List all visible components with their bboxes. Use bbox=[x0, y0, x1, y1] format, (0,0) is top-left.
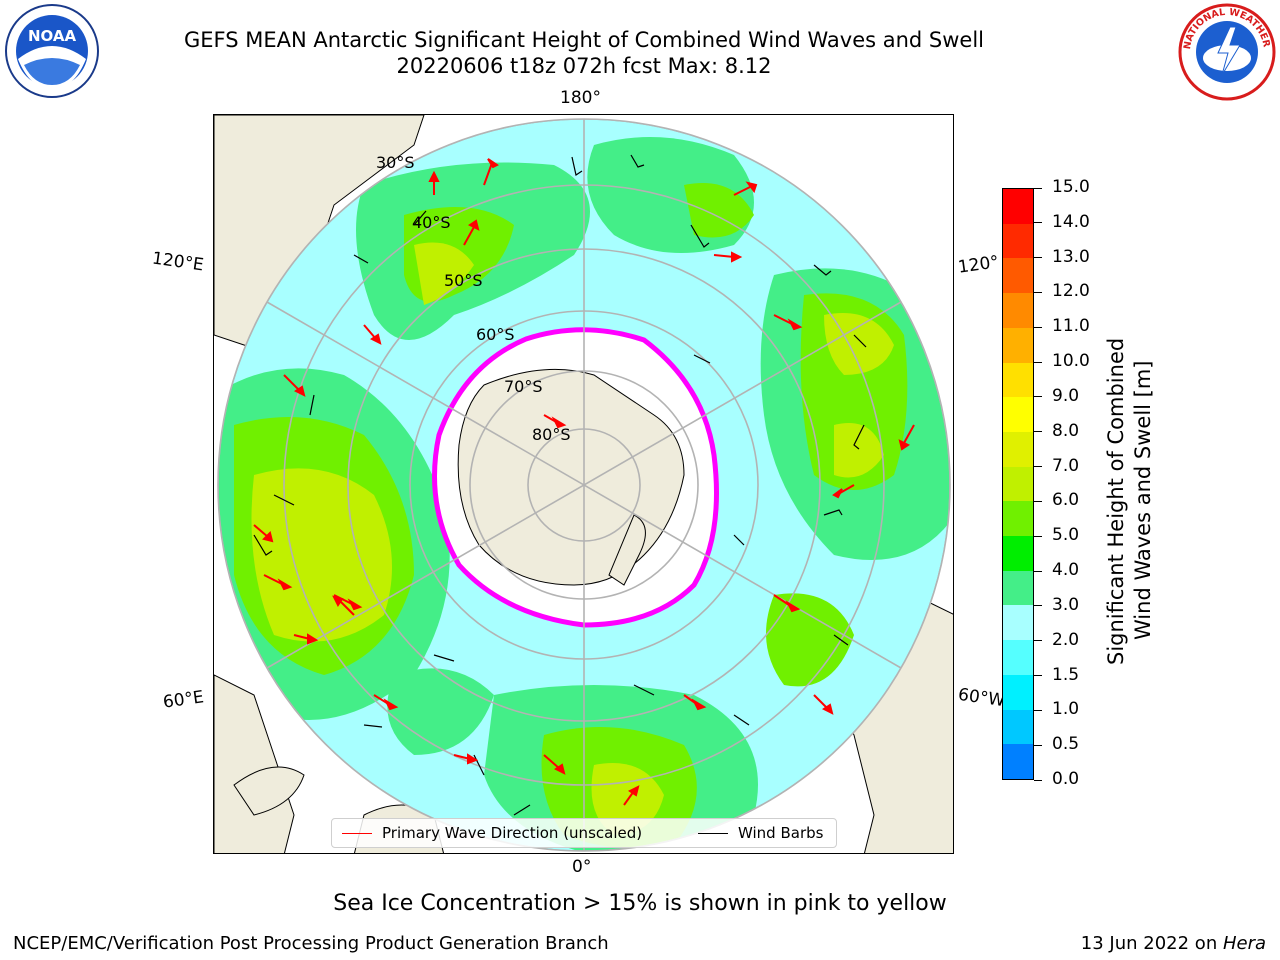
colorbar-label-line2: Wind Waves and Swell [m] bbox=[1131, 360, 1155, 640]
sea-ice-caption: Sea Ice Concentration > 15% is shown in … bbox=[333, 891, 947, 916]
colorbar-bin bbox=[1003, 362, 1033, 398]
colorbar-bin bbox=[1003, 293, 1033, 328]
wave-height-field bbox=[218, 137, 950, 851]
colorbar-tick-label: 9.0 bbox=[1052, 385, 1080, 406]
colorbar-tick-mark bbox=[1034, 744, 1042, 746]
lon-label-bottom: 0° bbox=[572, 857, 592, 877]
colorbar-bin bbox=[1003, 674, 1033, 710]
colorbar-bin bbox=[1003, 431, 1033, 467]
colorbar-tick-label: 3.0 bbox=[1052, 594, 1080, 615]
lon-label-left-lower: 60°E bbox=[161, 687, 206, 713]
graticule-outer bbox=[217, 118, 951, 852]
lat-label-50s: 50°S bbox=[444, 271, 483, 290]
noaa-logo-text: NOAA bbox=[28, 27, 77, 45]
colorbar-tick-label: 11.0 bbox=[1052, 316, 1090, 337]
lon-label-top: 180° bbox=[560, 88, 601, 108]
colorbar-tick-label: 2.0 bbox=[1052, 629, 1080, 650]
nws-logo: NATIONAL WEATHER SERVICE bbox=[1174, 0, 1276, 101]
colorbar-tick-mark bbox=[1034, 257, 1042, 259]
colorbar-tick-label: 13.0 bbox=[1052, 246, 1090, 267]
lon-label-right-upper: 120° bbox=[956, 252, 1001, 278]
colorbar-bin bbox=[1003, 640, 1033, 675]
colorbar-tick-mark bbox=[1034, 570, 1042, 572]
colorbar-tick-label: 8.0 bbox=[1052, 420, 1080, 441]
antarctica bbox=[432, 327, 719, 628]
colorbar-tick-label: 7.0 bbox=[1052, 455, 1080, 476]
map-title: GEFS MEAN Antarctic Significant Height o… bbox=[183, 28, 985, 52]
colorbar-bin bbox=[1003, 536, 1033, 571]
colorbar-tick-mark bbox=[1034, 222, 1042, 224]
footer-date: 13 Jun 2022 on bbox=[1080, 933, 1223, 954]
colorbar-tick-mark bbox=[1034, 466, 1042, 468]
colorbar-tick-mark bbox=[1034, 779, 1042, 781]
colorbar-bin bbox=[1003, 570, 1033, 606]
wind-barbs bbox=[253, 154, 867, 816]
footer-left: NCEP/EMC/Verification Post Processing Pr… bbox=[13, 933, 609, 954]
map-subtitle: 20220606 t18z 072h fcst Max: 8.12 bbox=[396, 54, 772, 78]
colorbar-bin bbox=[1003, 258, 1033, 294]
map-canvas bbox=[214, 115, 953, 853]
map-panel: 30°S 40°S 50°S 60°S 70°S 80°S bbox=[213, 114, 954, 854]
colorbar-bin bbox=[1003, 397, 1033, 432]
colorbar-tick-mark bbox=[1034, 326, 1042, 328]
colorbar-tick-label: 10.0 bbox=[1052, 351, 1090, 372]
colorbar-tick-mark bbox=[1034, 535, 1042, 537]
colorbar-tick-mark bbox=[1034, 605, 1042, 607]
map-legend: Primary Wave Direction (unscaled) Wind B… bbox=[331, 818, 837, 848]
colorbar-tick-mark bbox=[1034, 640, 1042, 642]
wind-barb-legend-label: Wind Barbs bbox=[738, 824, 824, 842]
colorbar-bin bbox=[1003, 189, 1033, 224]
lon-label-left-upper: 120°E bbox=[150, 248, 205, 276]
colorbar-tick-mark bbox=[1034, 291, 1042, 293]
colorbar bbox=[1002, 188, 1034, 780]
colorbar-tick-label: 1.5 bbox=[1052, 664, 1080, 685]
colorbar-tick-label: 1.0 bbox=[1052, 699, 1080, 720]
colorbar-tick-label: 12.0 bbox=[1052, 281, 1090, 302]
colorbar-tick-mark bbox=[1034, 361, 1042, 363]
colorbar-bin bbox=[1003, 605, 1033, 641]
colorbar-tick-label: 15.0 bbox=[1052, 177, 1090, 197]
colorbar-tick-mark bbox=[1034, 675, 1042, 677]
colorbar-tick-mark bbox=[1034, 709, 1042, 711]
colorbar-bin bbox=[1003, 744, 1033, 779]
footer-machine: Hera bbox=[1222, 933, 1266, 954]
colorbar-tick-label: 14.0 bbox=[1052, 211, 1090, 232]
colorbar-bin bbox=[1003, 501, 1033, 537]
colorbar-tick-label: 6.0 bbox=[1052, 490, 1080, 511]
wave-direction-legend-swatch bbox=[342, 833, 372, 834]
colorbar-label-line1: Significant Height of Combined bbox=[1104, 337, 1128, 665]
colorbar-tick-mark bbox=[1034, 396, 1042, 398]
lat-label-80s: 80°S bbox=[532, 425, 571, 444]
lat-label-40s: 40°S bbox=[412, 213, 451, 232]
colorbar-bin bbox=[1003, 709, 1033, 745]
wave-direction-legend-label: Primary Wave Direction (unscaled) bbox=[382, 824, 643, 842]
colorbar-tick-label: 4.0 bbox=[1052, 560, 1080, 581]
footer-right: 13 Jun 2022 on Hera bbox=[1081, 933, 1266, 954]
colorbar-tick-mark bbox=[1034, 187, 1042, 189]
colorbar-bin bbox=[1003, 223, 1033, 259]
wind-barb-legend-swatch bbox=[698, 833, 728, 834]
lon-label-right-lower: 60°W bbox=[956, 684, 1007, 712]
colorbar-tick-label: 5.0 bbox=[1052, 525, 1080, 546]
colorbar-tick-mark bbox=[1034, 431, 1042, 433]
wave-direction-arrows bbox=[253, 158, 915, 806]
lat-label-70s: 70°S bbox=[504, 377, 543, 396]
lat-label-30s: 30°S bbox=[376, 153, 415, 172]
colorbar-tick-label: 0.0 bbox=[1052, 769, 1080, 789]
colorbar-tick-label: 0.5 bbox=[1052, 734, 1080, 755]
colorbar-bins bbox=[1003, 189, 1033, 779]
colorbar-bin bbox=[1003, 466, 1033, 502]
noaa-logo: NOAA bbox=[4, 3, 100, 99]
colorbar-bin bbox=[1003, 327, 1033, 363]
colorbar-tick-mark bbox=[1034, 500, 1042, 502]
lat-label-60s: 60°S bbox=[476, 325, 515, 344]
